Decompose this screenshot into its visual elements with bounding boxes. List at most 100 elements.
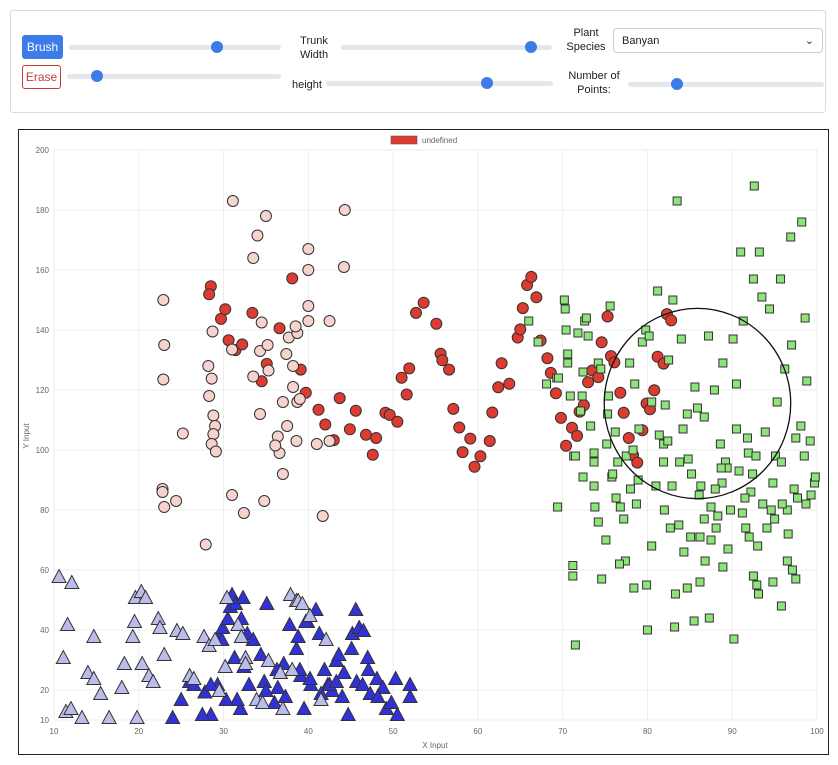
brush-size-slider[interactable] (69, 41, 281, 53)
point-pink-circle[interactable] (290, 435, 303, 447)
number-of-points-slider-thumb[interactable] (671, 78, 683, 90)
point-green-square[interactable] (810, 472, 820, 482)
point-green-square[interactable] (741, 523, 751, 533)
point-green-square[interactable] (782, 505, 792, 515)
point-blue-triangle[interactable] (194, 706, 211, 721)
point-green-square[interactable] (602, 439, 612, 449)
point-green-square[interactable] (659, 505, 669, 515)
point-pink-circle[interactable] (262, 364, 275, 377)
point-pink-circle[interactable] (287, 360, 300, 372)
point-green-square[interactable] (647, 397, 657, 407)
point-green-square[interactable] (647, 541, 657, 551)
point-blue-triangle[interactable] (164, 709, 181, 724)
point-green-square[interactable] (754, 589, 764, 599)
point-green-square[interactable] (561, 325, 571, 335)
point-red-circle[interactable] (395, 371, 408, 384)
point-green-square[interactable] (729, 634, 739, 644)
point-blue-triangle[interactable] (347, 601, 364, 616)
point-green-square[interactable] (686, 532, 696, 542)
point-pink-circle[interactable] (158, 501, 171, 513)
point-red-circle[interactable] (549, 387, 562, 400)
point-green-square[interactable] (786, 232, 796, 242)
point-green-square[interactable] (614, 559, 624, 569)
point-blue-triangle[interactable] (311, 625, 328, 640)
point-blue-triangle[interactable] (402, 676, 418, 691)
point-lavender-triangle[interactable] (156, 646, 173, 661)
point-pink-circle[interactable] (247, 252, 260, 264)
point-lavender-triangle[interactable] (63, 700, 79, 715)
point-red-circle[interactable] (319, 418, 332, 431)
chart-points[interactable] (51, 181, 820, 724)
brush-button[interactable]: Brush (22, 35, 63, 59)
point-blue-triangle[interactable] (340, 706, 357, 721)
point-blue-triangle[interactable] (336, 664, 352, 679)
point-red-circle[interactable] (436, 354, 449, 367)
point-blue-triangle[interactable] (269, 679, 286, 694)
point-green-square[interactable] (553, 502, 563, 512)
point-red-circle[interactable] (403, 362, 416, 375)
point-lavender-triangle[interactable] (237, 655, 254, 670)
point-green-square[interactable] (577, 391, 587, 401)
point-green-square[interactable] (608, 469, 618, 479)
point-green-square[interactable] (667, 481, 677, 491)
point-pink-circle[interactable] (158, 339, 171, 351)
point-pink-circle[interactable] (247, 370, 260, 383)
point-red-circle[interactable] (595, 336, 608, 349)
point-green-square[interactable] (676, 334, 686, 344)
point-red-circle[interactable] (370, 432, 383, 444)
point-red-circle[interactable] (391, 415, 404, 428)
point-pink-circle[interactable] (316, 510, 329, 522)
point-green-square[interactable] (706, 535, 716, 545)
point-pink-circle[interactable] (237, 507, 250, 519)
point-green-square[interactable] (563, 358, 573, 368)
point-green-square[interactable] (524, 316, 534, 326)
point-green-square[interactable] (664, 355, 674, 365)
point-lavender-triangle[interactable] (137, 589, 154, 604)
point-green-square[interactable] (563, 349, 573, 359)
point-lavender-triangle[interactable] (219, 589, 235, 604)
point-red-circle[interactable] (601, 310, 614, 323)
point-lavender-triangle[interactable] (125, 628, 141, 643)
point-blue-triangle[interactable] (402, 688, 418, 703)
point-lavender-triangle[interactable] (55, 649, 72, 664)
point-green-square[interactable] (578, 472, 588, 482)
point-blue-triangle[interactable] (218, 691, 234, 706)
point-lavender-triangle[interactable] (63, 574, 80, 589)
point-lavender-triangle[interactable] (175, 625, 191, 640)
point-green-square[interactable] (590, 502, 600, 512)
point-lavender-triangle[interactable] (254, 694, 271, 709)
point-green-square[interactable] (703, 331, 713, 341)
point-green-square[interactable] (726, 505, 736, 515)
point-blue-triangle[interactable] (229, 691, 245, 706)
point-blue-triangle[interactable] (359, 649, 376, 664)
point-pink-circle[interactable] (199, 538, 212, 551)
point-red-circle[interactable] (541, 352, 554, 365)
point-pink-circle[interactable] (226, 195, 239, 207)
point-blue-triangle[interactable] (235, 589, 251, 604)
point-green-square[interactable] (776, 274, 786, 284)
point-red-circle[interactable] (582, 376, 595, 389)
point-blue-triangle[interactable] (219, 610, 236, 625)
point-green-square[interactable] (700, 556, 710, 566)
point-red-circle[interactable] (273, 322, 286, 335)
point-green-square[interactable] (789, 484, 799, 494)
point-lavender-triangle[interactable] (152, 619, 168, 634)
point-green-square[interactable] (762, 523, 772, 533)
point-green-square[interactable] (560, 304, 570, 314)
point-green-square[interactable] (678, 424, 688, 434)
point-red-circle[interactable] (495, 357, 508, 370)
point-blue-triangle[interactable] (355, 622, 372, 637)
point-pink-circle[interactable] (323, 435, 336, 447)
point-green-square[interactable] (757, 292, 767, 302)
height-slider[interactable] (326, 77, 553, 89)
point-green-square[interactable] (679, 547, 689, 557)
point-red-circle[interactable] (453, 421, 466, 434)
erase-size-slider[interactable] (67, 70, 281, 82)
point-lavender-triangle[interactable] (101, 709, 117, 724)
point-lavender-triangle[interactable] (196, 628, 212, 643)
point-green-square[interactable] (743, 448, 753, 458)
point-green-square[interactable] (723, 544, 733, 554)
point-lavender-triangle[interactable] (217, 658, 234, 673)
point-green-square[interactable] (791, 574, 801, 584)
point-green-square[interactable] (683, 454, 693, 464)
